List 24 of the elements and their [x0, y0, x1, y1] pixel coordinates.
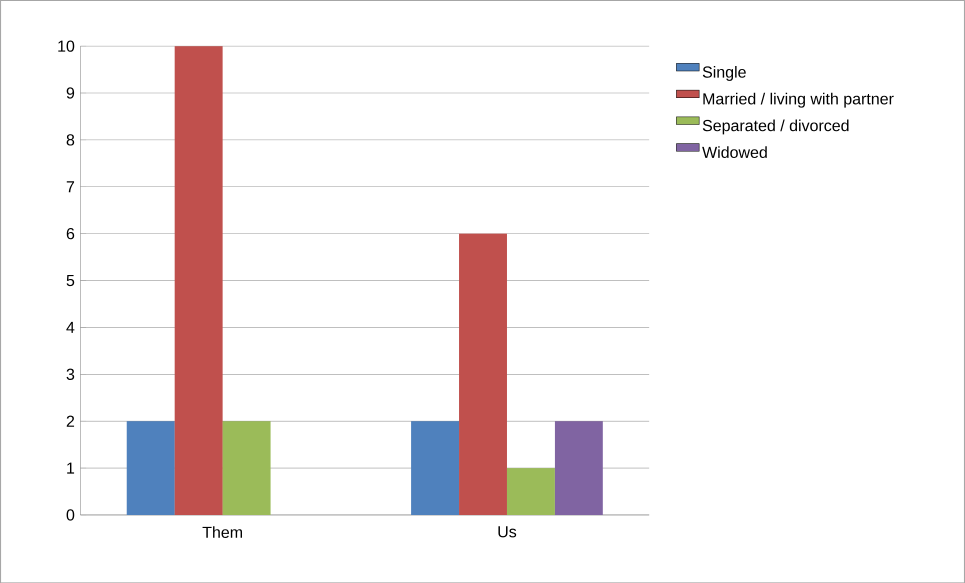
- bar: [222, 420, 271, 515]
- x-tick-label: Us: [498, 526, 516, 538]
- bar: [459, 233, 507, 515]
- y-tick-label: 4: [66, 322, 74, 333]
- bar: [174, 46, 223, 515]
- legend-label: Single: [702, 66, 746, 81]
- bar: [126, 420, 175, 515]
- y-tick-label: 6: [66, 228, 74, 240]
- y-tick-label: 8: [66, 134, 74, 146]
- bar: [411, 420, 460, 515]
- y-tick-label: 0: [66, 509, 74, 520]
- y-tick-label: 9: [66, 87, 74, 98]
- legend-label: Widowed: [702, 146, 767, 158]
- y-tick-label: 3: [66, 368, 74, 380]
- y-tick-label: 5: [66, 274, 74, 286]
- y-tick-label: 10: [58, 40, 74, 52]
- bar: [554, 420, 603, 515]
- legend-label: Separated / divorced: [702, 119, 849, 134]
- y-tick-label: 7: [66, 181, 74, 192]
- bar: [506, 468, 555, 515]
- y-tick-label: 2: [66, 415, 74, 427]
- x-tick-label: Them: [202, 526, 242, 538]
- y-tick-label: 1: [67, 462, 74, 474]
- legend-label: Married / living with partner: [703, 92, 894, 108]
